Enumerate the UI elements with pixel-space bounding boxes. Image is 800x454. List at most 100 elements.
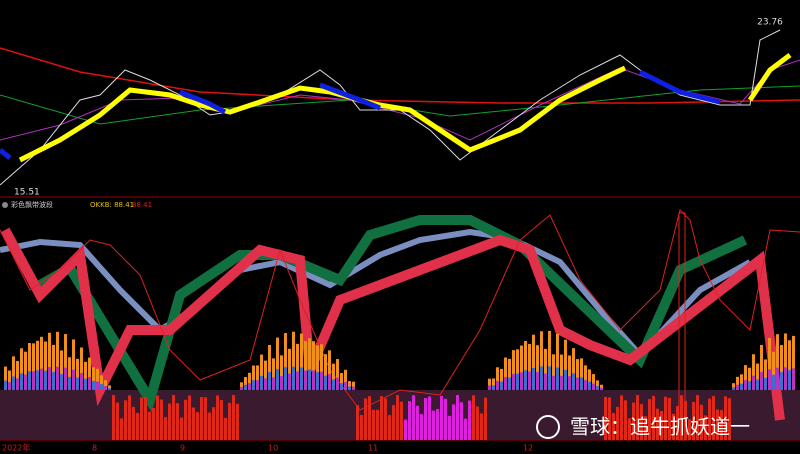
neg-bar — [676, 406, 679, 440]
trend-band — [18, 65, 627, 163]
osc-bar — [272, 358, 275, 390]
neg-bar — [148, 411, 151, 440]
osc-bar-low — [56, 366, 59, 390]
osc-bar-low — [312, 370, 315, 390]
osc-bar-low — [260, 375, 263, 390]
osc-bar — [744, 365, 747, 390]
osc-bar-low — [344, 381, 347, 390]
neg-bar — [152, 407, 155, 440]
osc-bar — [312, 341, 315, 390]
osc-bar-low — [564, 369, 567, 390]
osc-bar-low — [568, 376, 571, 390]
osc-bar-low — [280, 376, 283, 390]
neg-bar — [720, 410, 723, 440]
okkb-value: 88.41 — [132, 201, 152, 209]
osc-bar — [776, 334, 779, 390]
osc-bar-low — [44, 370, 47, 390]
osc-bar — [588, 369, 591, 390]
osc-bar-low — [40, 368, 43, 390]
osc-bar — [748, 367, 751, 390]
osc-bar — [304, 341, 307, 390]
neg-bar — [684, 400, 687, 440]
neg-bar — [204, 397, 207, 440]
osc-bar-low — [792, 368, 795, 390]
osc-bar — [60, 350, 63, 390]
osc-bar-low — [532, 367, 535, 390]
osc-bar-low — [4, 380, 7, 390]
osc-bar — [288, 348, 291, 390]
osc-bar — [296, 343, 299, 390]
osc-bar-low — [752, 375, 755, 390]
osc-bar — [512, 350, 515, 390]
time-label: 9 — [180, 444, 185, 453]
neg-bar — [372, 409, 375, 440]
osc-bar — [84, 361, 87, 390]
osc-bar — [300, 333, 303, 390]
neg-bar — [688, 419, 691, 440]
neg-bar — [156, 395, 159, 440]
osc-bar — [100, 375, 103, 390]
neg-bar — [424, 398, 427, 440]
osc-bar — [552, 354, 555, 390]
neg-bar — [464, 418, 467, 440]
neg-bar — [620, 395, 623, 440]
osc-bar-low — [304, 370, 307, 390]
neg-bar — [640, 404, 643, 440]
neg-bar — [384, 398, 387, 440]
osc-bar — [752, 354, 755, 390]
neg-bar — [172, 395, 175, 440]
down-band — [638, 69, 721, 105]
neg-bar — [120, 418, 123, 440]
osc-bar-low — [524, 370, 527, 390]
neg-bar — [364, 398, 367, 440]
neg-bar — [392, 405, 395, 440]
osc-bar-low — [52, 371, 55, 390]
osc-bar-low — [756, 379, 759, 390]
neg-bar — [420, 414, 423, 440]
neg-bar — [124, 400, 127, 440]
osc-bar-low — [308, 369, 311, 390]
neg-bar — [436, 409, 439, 440]
time-axis: 2022年 8 9 10 11 12 — [2, 443, 533, 453]
neg-bar — [660, 410, 663, 440]
osc-bar-low — [776, 367, 779, 390]
osc-bar — [736, 376, 739, 390]
osc-bar-low — [76, 377, 79, 390]
neg-bar — [208, 412, 211, 440]
osc-bar — [260, 354, 263, 390]
neg-bar — [460, 402, 463, 440]
osc-bar-low — [516, 373, 519, 390]
down-band — [319, 82, 381, 111]
osc-bar — [536, 345, 539, 390]
neg-bar — [236, 403, 239, 440]
osc-bar — [44, 341, 47, 390]
osc-bar — [316, 345, 319, 390]
neg-bar — [648, 399, 651, 440]
osc-bar-low — [316, 372, 319, 390]
watermark: 雪球：追牛抓妖道一 — [570, 415, 750, 439]
histogram — [4, 330, 795, 440]
neg-bar — [216, 395, 219, 440]
neg-bar — [388, 414, 391, 440]
osc-bar-low — [8, 382, 11, 390]
osc-bar-low — [772, 374, 775, 390]
osc-bar-low — [24, 374, 27, 390]
osc-bar-low — [768, 369, 771, 390]
osc-bar-low — [500, 381, 503, 390]
osc-bar — [52, 344, 55, 390]
neg-bar — [728, 398, 731, 440]
neg-bar — [624, 400, 627, 440]
osc-bar — [572, 348, 575, 390]
osc-bar-low — [108, 388, 111, 390]
neg-bar — [228, 402, 231, 440]
neg-bar — [132, 406, 135, 440]
osc-bar — [8, 370, 11, 390]
osc-bar-low — [100, 384, 103, 390]
osc-bar — [488, 378, 491, 390]
osc-bar-low — [732, 387, 735, 390]
osc-bar — [292, 331, 295, 390]
osc-bar-low — [328, 374, 331, 390]
neg-bar — [452, 404, 455, 440]
osc-bar — [520, 345, 523, 390]
osc-bar — [56, 331, 59, 390]
